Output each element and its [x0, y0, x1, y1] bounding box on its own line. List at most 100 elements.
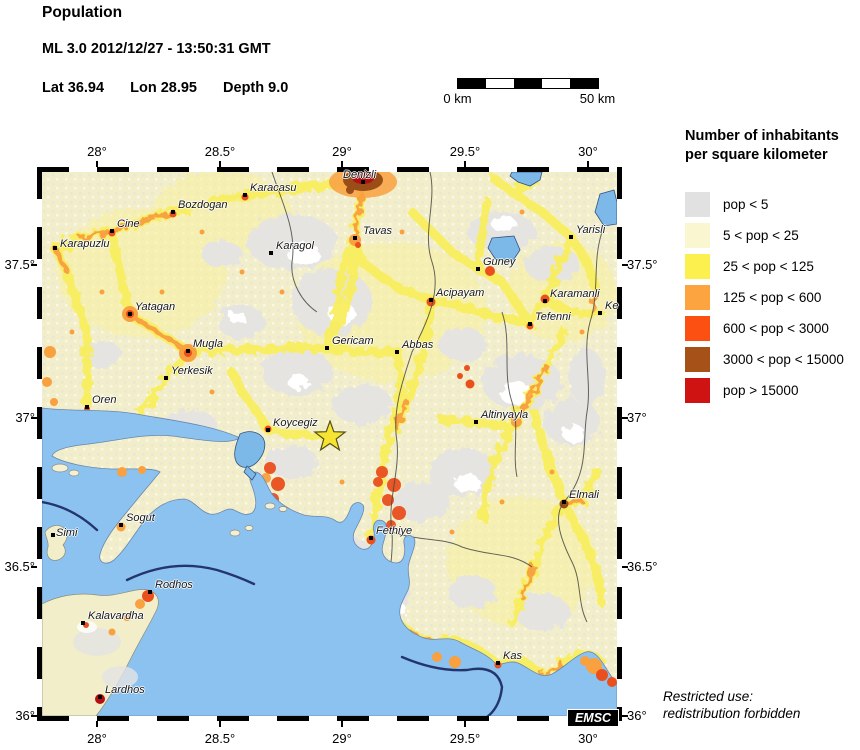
city-marker	[110, 229, 114, 233]
lon-label-bottom: 30°	[578, 731, 598, 746]
city-marker	[269, 251, 273, 255]
city-label: Kas	[503, 650, 522, 662]
lat-label-left: 37°	[15, 410, 35, 425]
city-label: Gericam	[332, 335, 374, 347]
lat-label-right: 37°	[627, 410, 647, 425]
lon-label-top: 29.5°	[449, 144, 481, 159]
city-label: Tefenni	[535, 311, 571, 323]
legend-item-label: 600 < pop < 3000	[723, 321, 829, 336]
city-label: Elmali	[569, 489, 599, 501]
city-marker	[474, 420, 478, 424]
scale-start-label: 0 km	[443, 91, 472, 106]
legend-swatch	[685, 285, 710, 310]
legend-title-line1: Number of inhabitants	[685, 128, 839, 144]
epicenter-star-icon	[313, 420, 347, 452]
map-border-left	[37, 167, 42, 721]
sea-area	[42, 407, 617, 716]
city-marker	[81, 621, 85, 625]
lon-tick-top	[219, 161, 221, 167]
lon-tick-top	[341, 161, 343, 167]
restricted-use-line2: redistribution forbidden	[663, 706, 801, 721]
map-label-layer: EMSC Karacasu Bozdogan Cine Karapuzlu Karago…	[42, 169, 619, 727]
lat-tick-left	[31, 417, 37, 419]
lat-tick-left	[31, 715, 37, 717]
city-marker	[325, 346, 329, 350]
lon-label-top: 29°	[332, 144, 352, 159]
city-marker	[53, 246, 57, 250]
city-label: Acipayam	[436, 287, 485, 299]
legend-item: pop > 15000	[685, 378, 857, 403]
event-coordinates: Lat 36.94 Lon 28.95 Depth 9.0	[42, 80, 310, 96]
lat-tick-right	[622, 566, 628, 568]
lon-tick-top	[96, 161, 98, 167]
lat-tick-right	[622, 264, 628, 266]
map-border-bottom	[37, 716, 622, 721]
city-label: Cine	[117, 218, 140, 230]
lon-tick-bottom	[464, 721, 466, 727]
city-marker	[98, 695, 102, 699]
city-label: Kalavardha	[88, 610, 144, 622]
population-map: .	[37, 167, 622, 727]
city-label: Ke	[605, 300, 619, 312]
city-label: Karapuzlu	[60, 238, 110, 250]
city-label: Koycegiz	[273, 417, 318, 429]
scale-segment	[458, 79, 486, 88]
city-marker	[171, 210, 175, 214]
city-label: Yatagan	[135, 301, 176, 313]
scale-segment	[570, 79, 598, 88]
city-marker	[562, 500, 566, 504]
city-label: Simi	[56, 527, 78, 539]
city-marker	[476, 267, 480, 271]
legend-item-label: 25 < pop < 125	[723, 259, 814, 274]
city-label: Fethiye	[376, 525, 413, 537]
lat-tick-right	[622, 417, 628, 419]
city-marker	[369, 536, 373, 540]
lon-label-top: 28°	[87, 144, 107, 159]
legend-item-label: pop > 15000	[723, 383, 799, 398]
lon-tick-bottom	[219, 721, 221, 727]
city-label: Bozdogan	[178, 199, 228, 211]
lat-label-right: 37.5°	[627, 257, 658, 272]
event-latitude: Lat 36.94	[42, 80, 105, 96]
city-marker	[395, 350, 399, 354]
city-marker	[429, 298, 433, 302]
map-scale-bar	[457, 78, 599, 89]
lon-tick-bottom	[96, 721, 98, 727]
lat-tick-left	[31, 264, 37, 266]
restricted-use-line1: Restricted use:	[663, 689, 754, 704]
lon-label-bottom: 29.5°	[449, 731, 481, 746]
legend-items: pop < 5 5 < pop < 25 25 < pop < 125 125 < p…	[685, 192, 857, 403]
legend-item-label: 3000 < pop < 15000	[723, 352, 844, 367]
legend-title-line2: per square kilometer	[685, 147, 828, 163]
lon-label-bottom: 28°	[87, 731, 107, 746]
city-label: Altinyayla	[481, 409, 529, 421]
lon-tick-bottom	[341, 721, 343, 727]
lat-tick-right	[622, 715, 628, 717]
lat-label-left: 36°	[15, 708, 35, 723]
city-label: Yarisli	[576, 224, 606, 236]
city-label: Lardhos	[105, 684, 145, 696]
city-label: Mugla	[193, 338, 223, 350]
city-label: Karacasu	[250, 182, 297, 194]
map-border-top	[37, 167, 622, 172]
city-marker	[569, 235, 573, 239]
legend-swatch	[685, 378, 710, 403]
city-label: Sogut	[126, 512, 155, 524]
legend-swatch	[685, 316, 710, 341]
city-label: Guney	[483, 256, 516, 268]
city-label: Tavas	[363, 225, 392, 237]
city-label: Abbas	[402, 339, 434, 351]
population-density-map-graphic: .	[42, 172, 617, 716]
city-marker	[186, 349, 190, 353]
lat-label-left: 36.5°	[4, 559, 35, 574]
city-label: Karagol	[276, 240, 314, 252]
city-marker	[598, 311, 602, 315]
city-marker	[361, 180, 365, 184]
legend-swatch	[685, 192, 710, 217]
scale-segment	[486, 79, 514, 88]
city-marker	[496, 661, 500, 665]
city-marker	[148, 590, 152, 594]
city-label: Yerkesik	[171, 365, 213, 377]
city-marker	[85, 405, 89, 409]
